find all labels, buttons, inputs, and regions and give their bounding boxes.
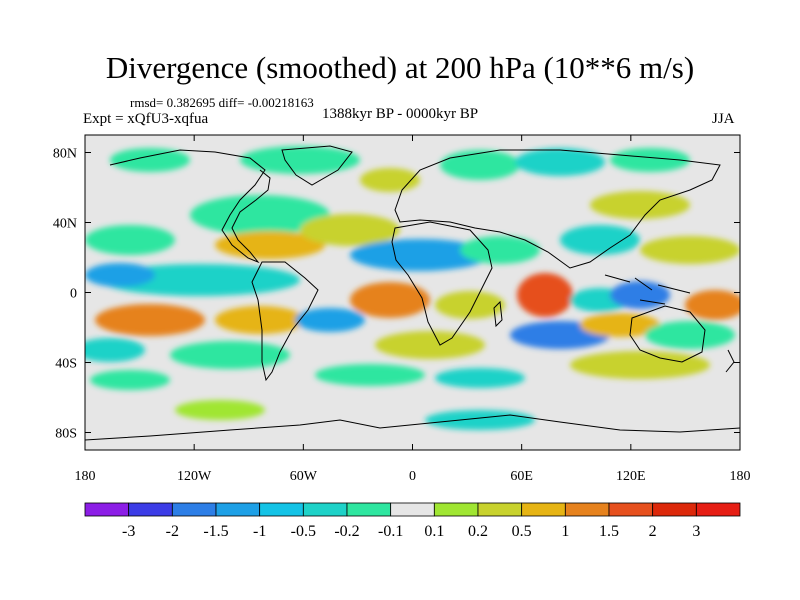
field-blob <box>85 338 145 362</box>
field-blob <box>435 368 525 388</box>
field-blob <box>440 150 520 180</box>
colorbar-swatch <box>346 502 392 517</box>
lat-tick-label: 80N <box>53 147 77 162</box>
coastline-greenland <box>281 145 353 186</box>
map-panel <box>84 134 741 451</box>
field-blob <box>517 273 573 317</box>
field-blob <box>215 231 325 259</box>
colorbar-label: 1 <box>561 523 569 540</box>
colorbar-swatch <box>84 502 130 517</box>
field-blob <box>175 400 265 420</box>
field-blob <box>435 291 505 319</box>
season-label: JJA <box>712 111 735 127</box>
lat-tick-label: 80S <box>55 427 77 442</box>
lon-tick-label: 0 <box>409 469 416 484</box>
field-blob <box>610 281 670 309</box>
lon-tick-label: 180 <box>730 469 751 484</box>
colorbar-swatch <box>171 502 217 517</box>
field-blob <box>315 364 425 386</box>
colorbar-label: 3 <box>692 523 700 540</box>
coastlines <box>85 145 740 441</box>
field-blob <box>110 148 190 172</box>
colorbar-label: -1 <box>253 523 266 540</box>
colorbar-label: -0.2 <box>334 523 359 540</box>
experiment-label: Expt = xQfU3-xqfua <box>83 111 209 127</box>
longitude-axis: 180 120W 60W 0 60E 120E 180 <box>75 135 751 484</box>
field-blob <box>610 148 690 172</box>
colorbar-label: -2 <box>166 523 179 540</box>
field-blob <box>375 331 485 359</box>
colorbar-swatch <box>390 502 435 517</box>
field-blob <box>425 410 535 430</box>
coastline-antarctica <box>85 414 740 441</box>
field-blob <box>85 225 175 255</box>
coastline-eurasia <box>394 149 721 269</box>
colorbar-label: 2 <box>649 523 657 540</box>
field-blob <box>645 321 735 349</box>
divergence-field <box>85 146 740 430</box>
field-blob <box>560 225 640 255</box>
coastline-madagascar <box>493 300 503 328</box>
field-blob <box>350 282 430 318</box>
colorbar-swatch <box>564 502 610 517</box>
lat-tick-label: 0 <box>70 287 77 302</box>
rmsd-diff-stats: rmsd= 0.382695 diff= -0.00218163 <box>130 95 314 110</box>
lon-tick-label: 120W <box>177 469 212 484</box>
field-blob <box>215 306 305 334</box>
lon-tick-label: 60W <box>290 469 318 484</box>
colorbar-label: -0.5 <box>291 523 316 540</box>
lon-tick-label: 60E <box>510 469 533 484</box>
lon-tick-label: 180 <box>75 469 96 484</box>
colorbar: -3 -2 -1.5 -1 -0.5 -0.2 -0.1 0.1 0.2 0.5 1 1.5 2 3 <box>84 502 741 540</box>
field-blob <box>240 146 360 174</box>
field-blob <box>685 290 740 320</box>
colorbar-swatch <box>652 502 697 517</box>
field-blob <box>95 304 205 336</box>
coastline-indonesia <box>604 274 691 305</box>
colorbar-label: 0.2 <box>468 523 488 540</box>
colorbar-label: -1.5 <box>203 523 228 540</box>
colorbar-swatch <box>521 502 566 517</box>
colorbar-swatch <box>477 502 523 517</box>
field-blob <box>570 351 710 379</box>
colorbar-swatch <box>302 502 348 517</box>
lon-tick-label: 120E <box>616 469 646 484</box>
field-blob <box>170 341 290 369</box>
field-blob <box>90 370 170 390</box>
field-blob <box>460 236 540 264</box>
colorbar-swatch <box>128 502 173 517</box>
coastline-north-america <box>109 149 271 264</box>
lat-tick-label: 40N <box>53 217 77 232</box>
field-blob <box>300 214 400 246</box>
field-blob <box>515 148 605 176</box>
colorbar-swatch <box>608 502 654 517</box>
colorbar-swatch <box>695 502 741 517</box>
field-blob <box>640 236 740 264</box>
colorbar-label: -0.1 <box>378 523 403 540</box>
coastline-africa <box>391 221 493 346</box>
coastline-australia <box>629 305 706 363</box>
field-blob <box>295 308 365 332</box>
coastline-south-america <box>251 261 319 382</box>
colorbar-swatch <box>433 502 479 517</box>
plot-title: Divergence (smoothed) at 200 hPa (10**6 … <box>105 50 695 85</box>
colorbar-swatch <box>215 502 261 517</box>
latitude-axis: 80N 40N 0 40S 80S <box>53 147 740 442</box>
colorbar-label: 1.5 <box>599 523 619 540</box>
lat-tick-label: 40S <box>55 357 77 372</box>
field-blob <box>580 313 660 337</box>
colorbar-label: -3 <box>122 523 135 540</box>
field-blob <box>350 239 490 271</box>
time-period-label: 1388kyr BP - 0000kyr BP <box>322 106 479 122</box>
colorbar-swatch <box>259 502 304 517</box>
field-blob <box>85 263 155 287</box>
colorbar-label: 0.5 <box>512 523 532 540</box>
colorbar-label: 0.1 <box>424 523 444 540</box>
